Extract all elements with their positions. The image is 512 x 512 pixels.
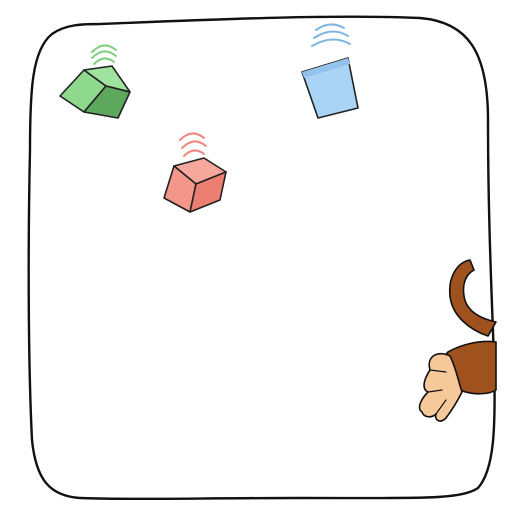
motion-lines-icon: [179, 132, 207, 157]
letter-block-a[interactable]: A: [59, 44, 131, 119]
monkey-catcher[interactable]: [418, 259, 497, 422]
motion-lines-icon: [91, 44, 117, 65]
playfield-border: [27, 15, 496, 501]
monkey-tail: [448, 259, 497, 337]
letter-block-e[interactable]: E: [301, 23, 359, 119]
letter-block-j[interactable]: J: [163, 132, 227, 213]
motion-lines-icon: [311, 23, 351, 47]
